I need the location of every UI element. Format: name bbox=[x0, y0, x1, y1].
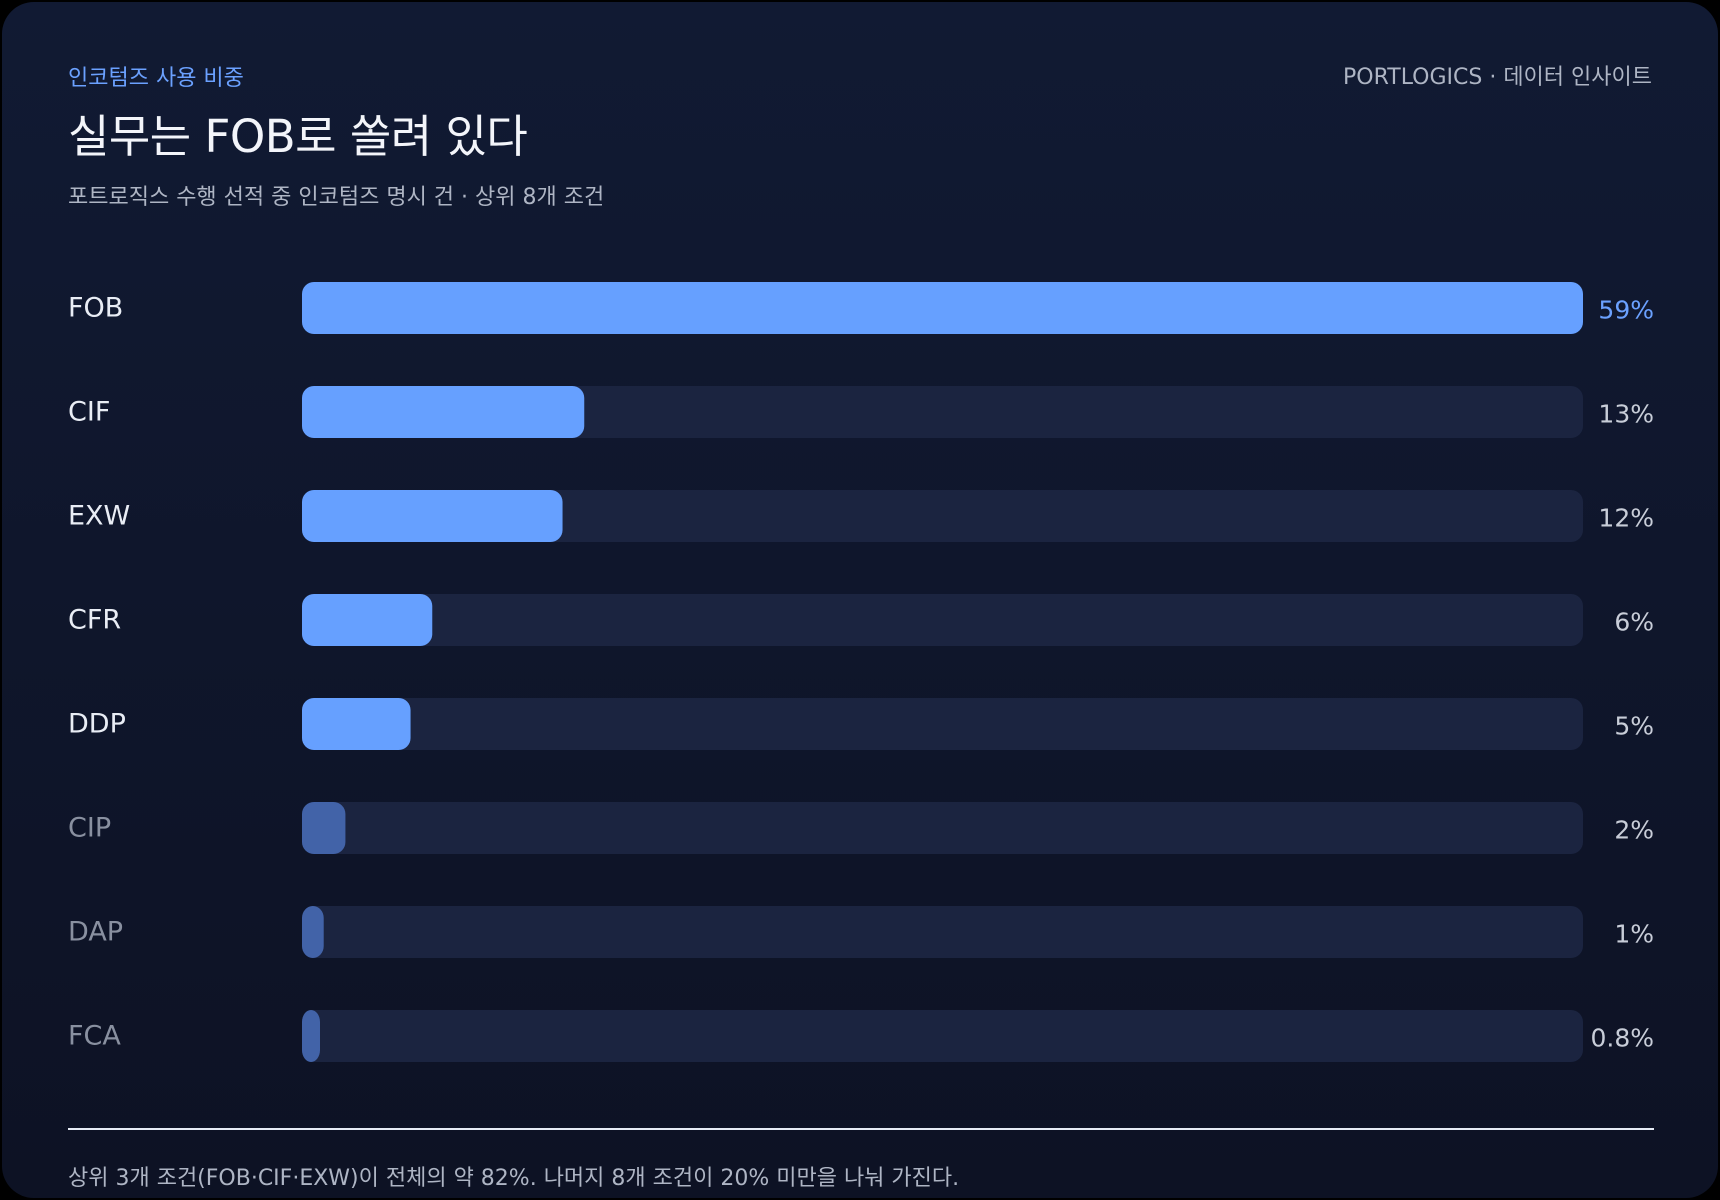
category-label: FOB bbox=[68, 293, 123, 324]
category-label: FCA bbox=[68, 1021, 121, 1052]
value-label: 13% bbox=[1598, 400, 1654, 429]
category-label: CIP bbox=[68, 813, 111, 844]
bar-row: FOB 59% bbox=[68, 282, 1654, 334]
bar bbox=[302, 802, 346, 854]
value-label: 5% bbox=[1614, 712, 1654, 741]
bar-track bbox=[302, 698, 1583, 750]
bar-track bbox=[302, 386, 1583, 438]
category-label: DDP bbox=[68, 709, 126, 740]
bar-track bbox=[302, 594, 1583, 646]
bar bbox=[302, 386, 585, 438]
value-label: 0.8% bbox=[1590, 1024, 1654, 1053]
page-subtitle: 포트로직스 수행 선적 중 인코텀즈 명시 건 · 상위 8개 조건 bbox=[68, 185, 605, 210]
bar bbox=[302, 906, 324, 958]
value-label: 12% bbox=[1598, 504, 1654, 533]
bar bbox=[302, 282, 1583, 334]
bar-row: DDP 5% bbox=[68, 698, 1654, 750]
bar-row: CFR 6% bbox=[68, 594, 1654, 646]
value-label: 1% bbox=[1614, 920, 1654, 949]
bar-row: CIF 13% bbox=[68, 386, 1654, 438]
category-label: CIF bbox=[68, 397, 110, 428]
value-label: 59% bbox=[1598, 296, 1654, 325]
footnote: 상위 3개 조건(FOB·CIF·EXW)이 전체의 약 82%. 나머지 8개… bbox=[68, 1166, 960, 1191]
category-label: CFR bbox=[68, 605, 121, 636]
divider bbox=[68, 1128, 1654, 1130]
bar bbox=[302, 490, 563, 542]
value-label: 2% bbox=[1614, 816, 1654, 845]
bar-track bbox=[302, 802, 1583, 854]
brand-label: PORTLOGICS · 데이터 인사이트 bbox=[1342, 65, 1652, 90]
bar-chart: FOB 59% CIF 13% EXW 12% CFR 6% DDP 5% CIP 2% DAP 1% FC… bbox=[68, 282, 1654, 1062]
bar-row: EXW 12% bbox=[68, 490, 1654, 542]
page-title: 실무는 FOB로 쏠려 있다 bbox=[68, 110, 528, 163]
bar bbox=[302, 698, 411, 750]
bar bbox=[302, 594, 433, 646]
value-label: 6% bbox=[1614, 608, 1654, 637]
bar-track bbox=[302, 906, 1583, 958]
bar-row: CIP 2% bbox=[68, 802, 1654, 854]
bar-row: DAP 1% bbox=[68, 906, 1654, 958]
bar bbox=[302, 1010, 320, 1062]
bar-row: FCA 0.8% bbox=[68, 1010, 1654, 1062]
bar-track bbox=[302, 1010, 1583, 1062]
category-label: DAP bbox=[68, 917, 123, 948]
bar-track bbox=[302, 490, 1583, 542]
category-label: EXW bbox=[68, 501, 130, 532]
eyebrow-label: 인코텀즈 사용 비중 bbox=[68, 66, 244, 91]
